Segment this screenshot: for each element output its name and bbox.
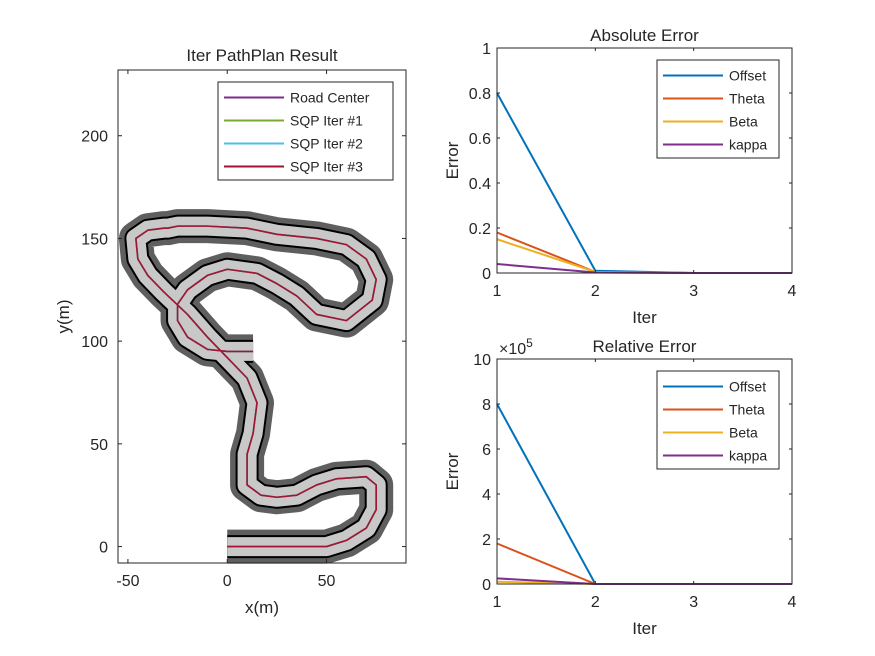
x-tick-label: -50: [116, 573, 139, 590]
x-tick-label: 4: [788, 594, 797, 611]
x-axis-label: Iter: [632, 619, 657, 638]
y-axis-label: Error: [443, 141, 462, 179]
series-line-4: [135, 225, 378, 548]
y-tick-label: 1: [482, 41, 491, 58]
legend-label: Theta: [729, 402, 765, 418]
y-tick-label: 0: [99, 540, 108, 557]
chart-title: Iter PathPlan Result: [186, 46, 337, 65]
plot-frame: [496, 47, 793, 274]
y-tick-label: 0.4: [469, 176, 491, 193]
y-tick-label: 4: [482, 487, 491, 504]
y-axis-label: Error: [443, 452, 462, 490]
y-tick-label: 10: [473, 352, 491, 369]
legend-label: SQP Iter #1: [290, 113, 363, 129]
x-tick-label: 1: [493, 594, 502, 611]
x-tick-label: 50: [318, 573, 336, 590]
x-tick-label: 3: [689, 594, 698, 611]
y-tick-label: 6: [482, 442, 491, 459]
legend-label: Theta: [729, 91, 765, 107]
plot-frame-path: [117, 69, 407, 564]
x-axis-label: x(m): [245, 598, 279, 617]
legend-label: SQP Iter #2: [290, 136, 363, 152]
series-line-theta: [496, 542, 792, 585]
legend-label: kappa: [729, 137, 767, 153]
x-tick-label: 3: [689, 283, 698, 300]
x-axis-label: Iter: [632, 308, 657, 327]
legend-label: Road Center: [290, 90, 370, 106]
plot-frame: [496, 358, 793, 585]
x-tick-label: 2: [591, 594, 600, 611]
y-axis-label: y(m): [54, 300, 73, 334]
y-tick-label: 50: [90, 437, 108, 454]
chart-title: Relative Error: [593, 337, 697, 356]
legend-label: Offset: [729, 379, 766, 395]
y-tick-label: 8: [482, 397, 491, 414]
legend-label: kappa: [729, 448, 767, 464]
y-tick-label: 200: [81, 129, 108, 146]
chart-relative-error: 1 2 3 4 0 2 4 6 8 10 Relative Error Iter Error ×105 Of…: [443, 336, 797, 638]
x-tick-label: 1: [493, 283, 502, 300]
y-tick-label: 2: [482, 532, 491, 549]
y-tick-label: 0: [482, 266, 491, 283]
y-tick-label: 150: [81, 231, 108, 248]
road-inner-band: [126, 216, 386, 557]
y-exponent-label: ×105: [499, 336, 533, 358]
x-tick-label: 4: [788, 283, 797, 300]
x-tick-label: 2: [591, 283, 600, 300]
legend-label: Beta: [729, 425, 758, 441]
y-tick-label: 0.8: [469, 86, 491, 103]
y-exponent-power: 5: [526, 336, 533, 350]
chart-title: Absolute Error: [590, 26, 699, 45]
legend-label: SQP Iter #3: [290, 159, 363, 175]
chart-absolute-error: 1 2 3 4 0 0.2 0.4 0.6 0.8 1 Absolute Error Iter Erro…: [443, 26, 797, 327]
legend-label: Beta: [729, 114, 758, 130]
x-tick-label: 0: [223, 573, 232, 590]
y-tick-label: 0.6: [469, 131, 491, 148]
legend-label: Offset: [729, 68, 766, 84]
chart-path-plan: -50 0 50 0 50 100 150 200 Iter PathPlan Result x(…: [54, 46, 407, 617]
y-tick-label: 100: [81, 334, 108, 351]
y-tick-label: 0: [482, 577, 491, 594]
y-tick-label: 0.2: [469, 221, 491, 238]
